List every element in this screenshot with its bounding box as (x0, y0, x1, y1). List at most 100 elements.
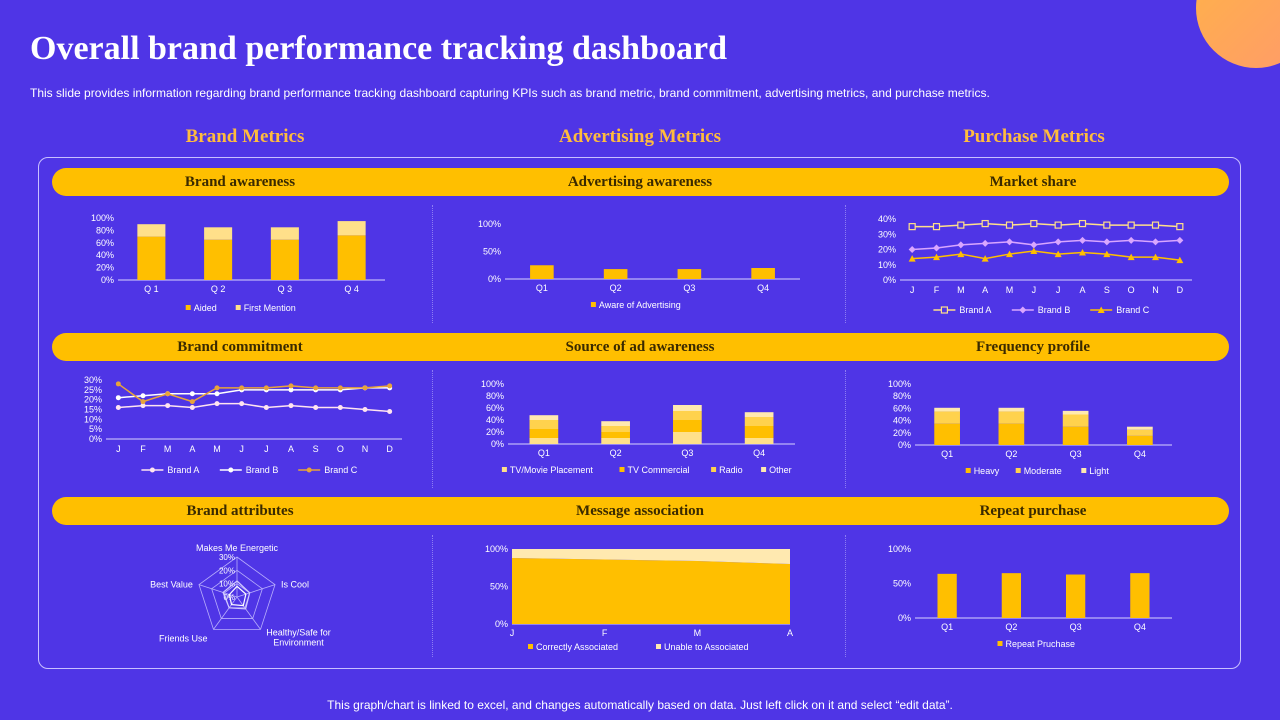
brand-commitment-point (115, 395, 121, 401)
brand-commitment-ytick: 25% (84, 385, 102, 395)
source-of-ad-awareness-legend-label: TV/Movie Placement (510, 465, 594, 475)
brand-commitment-point (288, 383, 294, 389)
source-of-ad-awareness-bar (673, 432, 702, 444)
brand-awareness-ytick: 100% (91, 213, 114, 223)
brand-awareness-ytick: 60% (96, 238, 114, 248)
repeat-purchase-xtick: Q1 (941, 622, 953, 632)
source-of-ad-awareness-xtick: Q4 (753, 448, 765, 458)
market-share-ytick: 20% (878, 245, 896, 255)
panel-title-brand-attributes: Brand attributes (186, 503, 294, 519)
frequency-profile-xtick: Q3 (1070, 449, 1082, 459)
brand-awareness-ytick: 20% (96, 263, 114, 273)
brand-awareness-bar (204, 227, 233, 240)
market-share-point (1078, 219, 1087, 228)
panel-title-frequency-profile: Frequency profile (975, 339, 1091, 355)
source-of-ad-awareness-bar (529, 420, 559, 429)
market-share-point (1103, 250, 1111, 258)
brand-commitment-xtick: M (164, 444, 172, 454)
brand-commitment-xtick: D (386, 444, 393, 454)
advertising-awareness-bar (603, 269, 628, 279)
column-heading-brand: Brand Metrics (185, 126, 305, 147)
market-share-point (981, 255, 989, 262)
advertising-awareness-xtick: Q3 (683, 283, 695, 293)
market-share-point (1103, 221, 1111, 229)
repeat-purchase-bar (1130, 573, 1150, 618)
frequency-profile-bar (1062, 414, 1089, 427)
divider (432, 205, 433, 323)
brand-commitment-legend-label: Brand B (246, 465, 279, 475)
brand-commitment-xtick: J (116, 444, 121, 454)
brand-commitment-xtick: A (288, 444, 294, 454)
brand-commitment-legend-marker (149, 467, 155, 473)
brand-commitment-point (115, 405, 121, 411)
repeat-purchase-ytick: 50% (893, 579, 911, 589)
brand-attributes-series (222, 580, 251, 610)
brand-awareness-bar (270, 227, 299, 240)
source-of-ad-awareness-xtick: Q3 (681, 448, 693, 458)
repeat-purchase-xtick: Q3 (1070, 622, 1082, 632)
repeat-purchase-bar (1065, 574, 1086, 618)
advertising-awareness-legend-swatch (590, 302, 596, 307)
source-of-ad-awareness-legend-swatch (501, 467, 507, 472)
market-share-legend-label: Brand B (1038, 305, 1071, 315)
frequency-profile-legend-swatch (1015, 468, 1021, 473)
brand-commitment-point (165, 403, 171, 409)
brand-commitment-point (214, 391, 220, 397)
source-of-ad-awareness-bar (601, 438, 630, 444)
brand-awareness-legend-swatch (185, 305, 191, 310)
message-association-legend-swatch (656, 644, 661, 649)
message-association-xtick: M (694, 628, 702, 638)
brand-awareness-bar (337, 235, 366, 280)
panel-title-market-share: Market share (989, 174, 1077, 190)
market-share-legend-marker (1097, 306, 1105, 313)
brand-commitment-point (362, 407, 368, 412)
brand-attributes-grid-ring (211, 569, 263, 619)
brand-commitment-xtick: F (140, 444, 146, 454)
market-share-point (908, 246, 916, 253)
repeat-purchase-ytick: 0% (898, 613, 911, 623)
brand-commitment-ytick: 0% (89, 434, 102, 444)
advertising-awareness-xtick: Q2 (610, 283, 622, 293)
market-share-series-line (912, 239, 1180, 251)
source-of-ad-awareness-ytick: 80% (486, 391, 504, 401)
brand-attributes-spoke (213, 596, 238, 630)
frequency-profile-bar (1127, 426, 1153, 430)
brand-awareness-ytick: 0% (101, 275, 114, 285)
brand-commitment-point (189, 405, 195, 411)
message-association-legend-label: Correctly Associated (536, 642, 618, 652)
brand-commitment-point (189, 399, 195, 405)
source-of-ad-awareness-legend-swatch (761, 467, 767, 472)
repeat-purchase-legend-swatch (997, 641, 1003, 646)
advertising-awareness-bar (751, 268, 775, 279)
frequency-profile-bar (1127, 429, 1153, 436)
brand-commitment-point (387, 408, 393, 414)
repeat-purchase-ytick: 100% (888, 544, 911, 554)
message-association-xtick: J (510, 628, 515, 638)
brand-attributes-series (228, 585, 247, 607)
market-share-point (957, 221, 965, 229)
brand-commitment-point (140, 399, 146, 405)
brand-attributes-rtick: 30% (219, 553, 235, 562)
source-of-ad-awareness-bar (529, 429, 559, 438)
frequency-profile-bar (998, 411, 1025, 424)
source-of-ad-awareness-bar (744, 412, 774, 417)
advertising-awareness-bar (677, 269, 702, 279)
brand-commitment-xtick: N (362, 444, 369, 454)
brand-awareness-xtick: Q 1 (144, 284, 159, 294)
brand-commitment-xtick: O (337, 444, 344, 454)
source-of-ad-awareness-legend-label: Other (769, 465, 792, 475)
brand-awareness-xtick: Q 4 (344, 284, 359, 294)
advertising-awareness-legend-label: Aware of Advertising (599, 300, 681, 310)
brand-commitment-ytick: 20% (84, 395, 102, 405)
brand-commitment-ytick: 15% (84, 405, 102, 415)
brand-awareness-legend-label: First Mention (244, 303, 296, 313)
source-of-ad-awareness-ytick: 60% (486, 403, 504, 413)
market-share-xtick: O (1128, 285, 1135, 295)
brand-awareness-bar (137, 224, 166, 237)
brand-awareness-bar (137, 236, 166, 280)
brand-commitment-point (337, 405, 343, 411)
market-share-ytick: 10% (878, 260, 896, 270)
brand-attributes-spoke (198, 584, 238, 598)
message-association-ytick: 0% (495, 619, 508, 629)
brand-attributes-grid-ring (198, 556, 276, 630)
